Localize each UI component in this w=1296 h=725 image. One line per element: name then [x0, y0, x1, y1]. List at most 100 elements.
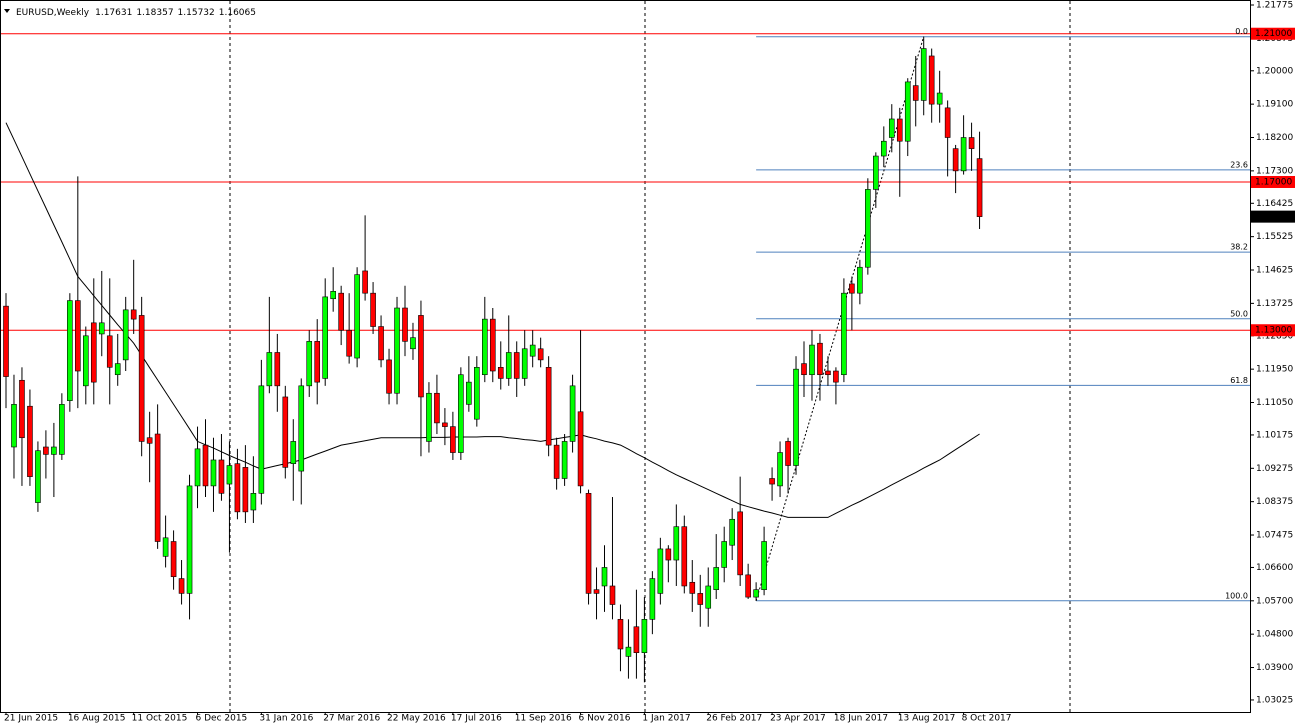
candle-body — [745, 574, 751, 598]
candle-body — [561, 441, 568, 479]
x-tick-label: 8 Oct 2017 — [962, 714, 1012, 724]
y-tick-label: 1.11950 — [1256, 365, 1293, 375]
candle-body — [849, 283, 855, 294]
x-tick-label: 6 Dec 2015 — [196, 714, 248, 724]
x-tick-label: 18 Jun 2017 — [834, 714, 888, 724]
candle-body — [737, 511, 743, 576]
fib-label: 61.8 — [1230, 376, 1248, 385]
y-tick-label: 1.15525 — [1256, 232, 1293, 242]
y-tick-label: 1.04800 — [1256, 630, 1293, 640]
menu-icon[interactable] — [4, 9, 10, 13]
plot — [0, 33, 1250, 683]
candle-body — [904, 81, 911, 142]
candle-body — [585, 493, 592, 594]
y-tick-label: 1.03025 — [1256, 695, 1293, 705]
candle-body — [67, 300, 73, 401]
level-label: 1.21000 — [1255, 29, 1292, 39]
candle-body — [537, 348, 544, 361]
candle-body — [569, 385, 576, 442]
candle-body — [290, 441, 297, 464]
open-value: 1.17631 — [95, 8, 132, 18]
candle-body — [521, 348, 528, 379]
candle-body — [250, 493, 257, 511]
candle-body — [418, 315, 424, 398]
candle-body — [769, 478, 775, 485]
symbol: EURUSD,Weekly — [16, 8, 90, 18]
low-value: 1.15732 — [178, 8, 215, 18]
close-value: 1.16065 — [219, 8, 256, 18]
candle-body — [936, 92, 943, 105]
candle-body — [865, 189, 871, 268]
candle-body — [577, 411, 584, 487]
candle-body — [298, 385, 305, 472]
y-tick-label: 1.03900 — [1256, 663, 1293, 673]
candle-body — [322, 296, 329, 379]
candle-body — [833, 370, 839, 383]
candle-body — [83, 335, 89, 387]
candle-body — [817, 342, 823, 376]
candle-body — [681, 526, 688, 587]
candle-body — [434, 392, 440, 424]
candle-body — [346, 329, 352, 357]
candle-body — [146, 437, 153, 444]
candle-body — [314, 341, 321, 383]
candle-body — [729, 518, 735, 546]
candle-body — [928, 55, 935, 105]
y-tick-label: 1.08375 — [1256, 497, 1293, 507]
y-tick-label: 1.09275 — [1256, 464, 1293, 474]
candle-body — [330, 291, 336, 300]
fib-label: 100.0 — [1225, 591, 1248, 600]
candle-body — [354, 274, 360, 359]
candle-body — [242, 467, 249, 513]
candle-body — [697, 593, 704, 605]
x-tick-label: 21 Jun 2015 — [4, 714, 58, 724]
candle-body — [282, 396, 289, 468]
high-value: 1.18357 — [136, 8, 173, 18]
candle-body — [809, 344, 815, 376]
candle-body — [841, 292, 847, 376]
candle-body — [497, 367, 504, 379]
fib-label: 23.6 — [1230, 160, 1248, 169]
candle-body — [210, 459, 217, 487]
candle-body — [234, 463, 241, 513]
candle-body — [98, 322, 105, 335]
candle-body — [258, 385, 265, 494]
candle-body — [3, 305, 9, 377]
level-label: 1.17000 — [1255, 177, 1292, 187]
x-tick-label: 26 Feb 2017 — [706, 714, 762, 724]
y-tick-label: 1.14625 — [1256, 266, 1293, 276]
candle-body — [888, 118, 895, 138]
y-tick-label: 1.05700 — [1256, 596, 1293, 606]
candle-body — [801, 363, 807, 376]
candle-body — [513, 352, 520, 379]
price-tag — [1251, 210, 1295, 223]
candle-body — [386, 359, 392, 394]
x-tick-label: 6 Nov 2016 — [579, 714, 631, 724]
fib-label: 0.0 — [1235, 27, 1248, 36]
candle-body — [593, 589, 600, 594]
candle-body — [896, 118, 903, 142]
fib-label: 38.2 — [1230, 243, 1248, 252]
y-tick-label: 1.18200 — [1256, 133, 1293, 143]
moving-average — [5, 122, 980, 518]
x-tick-label: 22 May 2016 — [387, 714, 446, 724]
candle-body — [402, 307, 408, 342]
candle-body — [505, 352, 512, 379]
candle-body — [489, 318, 496, 372]
candle-body — [90, 322, 97, 383]
candle-body — [609, 585, 616, 605]
candle-body — [545, 367, 552, 446]
candle-body — [202, 444, 209, 487]
candle-body — [138, 315, 145, 442]
candle-body — [665, 548, 672, 561]
x-tick-label: 27 Mar 2016 — [323, 714, 380, 724]
candle-body — [19, 379, 25, 439]
candle-body — [633, 626, 640, 653]
level-tag — [1251, 175, 1295, 188]
candle-body — [857, 266, 863, 294]
candle-body — [912, 85, 919, 101]
candle-body — [481, 318, 488, 376]
y-tick-label: 1.13725 — [1256, 299, 1293, 309]
candle-body — [370, 292, 376, 327]
